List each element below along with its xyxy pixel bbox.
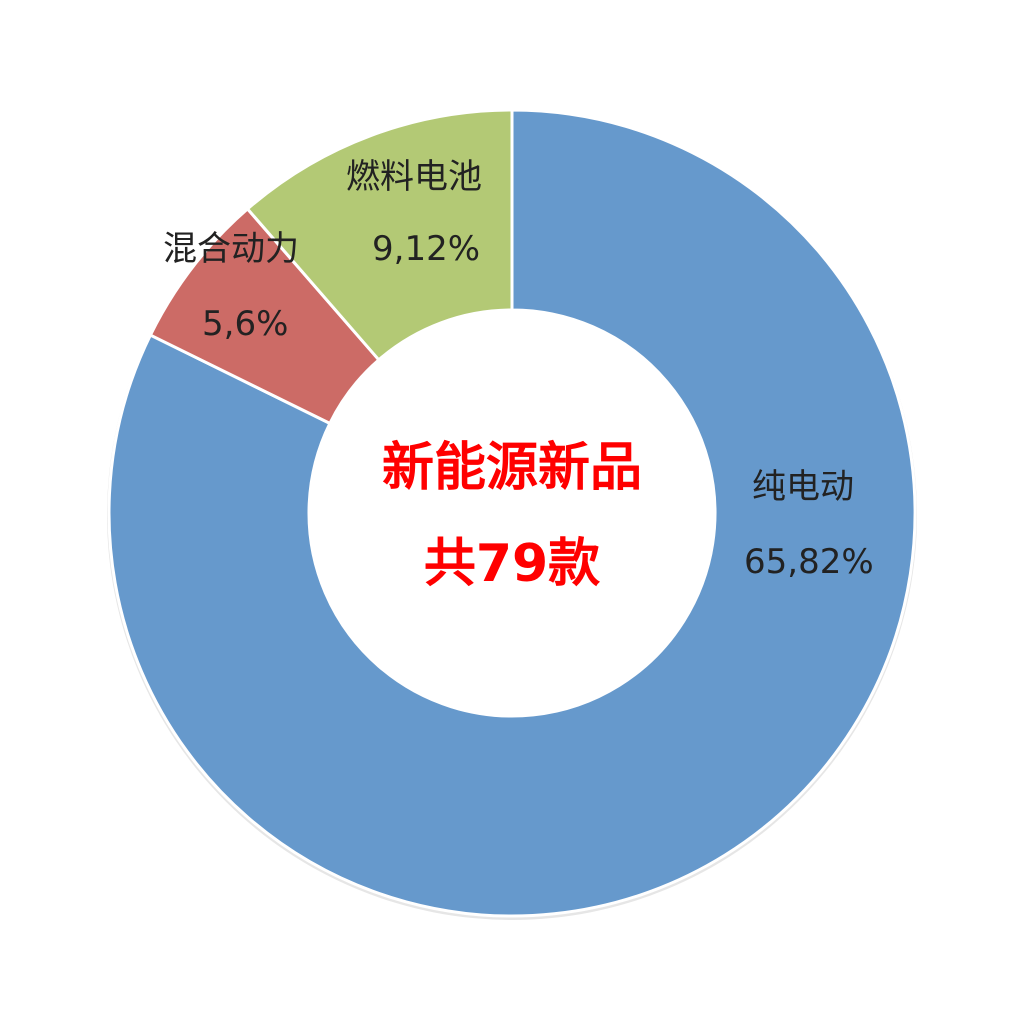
slice-label-pure-electric-value: 65,82% (744, 542, 874, 582)
slice-label-hybrid-value: 5,6% (202, 304, 289, 344)
slice-label-fuel-cell-value: 9,12% (372, 229, 481, 269)
slice-label-hybrid-name: 混合动力 (163, 229, 299, 269)
slice-label-pure-electric-name: 纯电动 (752, 467, 854, 507)
donut-hole (310, 311, 714, 715)
donut-center-title: 新能源新品 (381, 438, 642, 498)
donut-center-subtitle: 共79款 (423, 534, 601, 594)
donut-slice-pure-electric (107, 108, 917, 918)
donut-slice-fuel-cell (246, 108, 514, 362)
slice-label-fuel-cell-name: 燃料电池 (346, 157, 482, 197)
